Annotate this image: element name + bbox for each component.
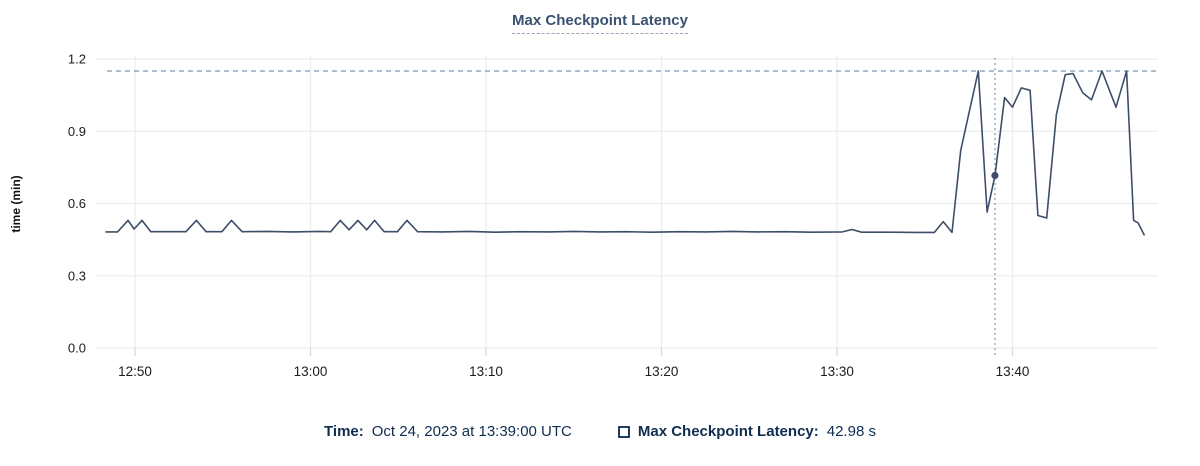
latency-chart[interactable]: 0.0 0.3 0.6 0.9 1.2 12:50 13:00 13:10 13:20 13:30… <box>0 0 1200 412</box>
x-tick-label: 13:40 <box>996 364 1030 379</box>
x-tick-label: 12:50 <box>118 364 152 379</box>
tooltip-time-label: Time: <box>324 423 364 440</box>
title-row: Max Checkpoint Latency <box>0 12 1200 34</box>
cursor-point-marker[interactable] <box>991 171 999 180</box>
x-tick-label: 13:30 <box>820 364 854 379</box>
legend-series-item[interactable]: Max Checkpoint Latency: 42.98 s <box>617 423 876 440</box>
y-tick-label: 0.6 <box>68 196 86 211</box>
x-tick-label: 13:00 <box>294 364 328 379</box>
tooltip-time-group: Time: Oct 24, 2023 at 13:39:00 UTC <box>324 423 572 440</box>
y-tick-label: 1.2 <box>68 52 86 67</box>
y-tick-label: 0.3 <box>68 268 86 283</box>
series-value: 42.98 s <box>826 423 876 440</box>
x-tick-label: 13:10 <box>469 364 503 379</box>
series-label: Max Checkpoint Latency: <box>637 423 819 440</box>
tooltip-time-value: Oct 24, 2023 at 13:39:00 UTC <box>371 423 572 440</box>
latency-series-line <box>105 70 1145 236</box>
x-tick-label: 13:20 <box>645 364 679 379</box>
chart-title[interactable]: Max Checkpoint Latency <box>512 12 688 34</box>
y-axis-title: time (min) <box>9 175 23 232</box>
series-swatch-icon[interactable] <box>617 425 630 438</box>
y-tick-label: 0.9 <box>68 124 86 139</box>
y-tick-label: 0.0 <box>68 341 86 356</box>
tooltip-legend-row: Time: Oct 24, 2023 at 13:39:00 UTC Max C… <box>0 423 1200 440</box>
